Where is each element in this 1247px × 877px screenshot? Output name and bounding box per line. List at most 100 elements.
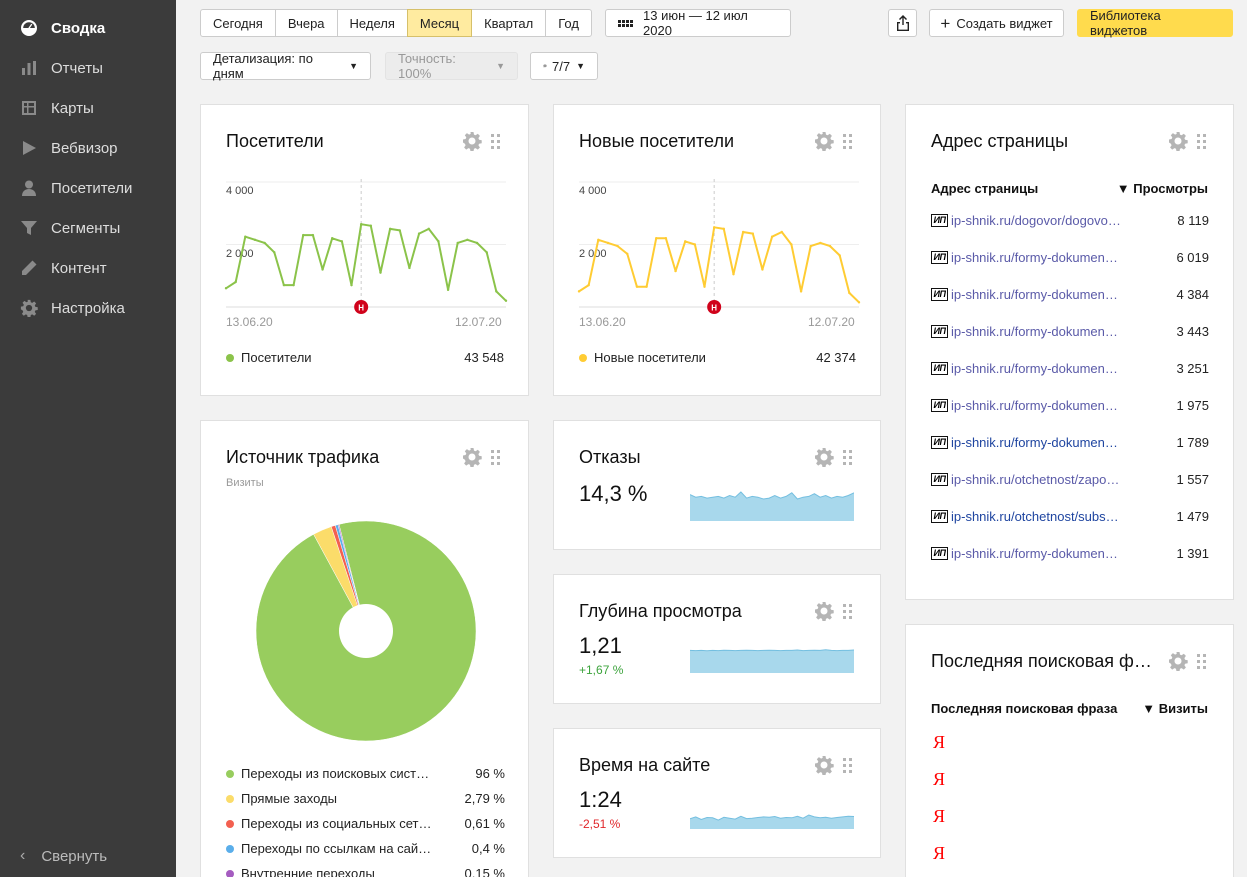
sidebar-item-visitors[interactable]: Посетители — [0, 168, 176, 208]
calendar-icon — [618, 19, 633, 27]
data-point — [597, 238, 600, 242]
list-item[interactable]: Переходы из поисковых сист… 96 % — [226, 766, 505, 781]
data-point — [587, 283, 590, 287]
notes-label: 7/7 — [552, 58, 571, 74]
widget-title: Глубина просмотра — [579, 601, 742, 621]
drag-handle-icon[interactable] — [843, 757, 852, 773]
time-on-site-widget: Время на сайте 1:24 -2,51 % — [553, 728, 881, 858]
y-tick: 4 000 — [226, 185, 254, 197]
table-row[interactable]: ИП ip-shnik.ru/formy-dokumen… 1 789 — [931, 435, 1209, 450]
x-tick-end: 12.07.20 — [808, 315, 855, 329]
sidebar-item-segments[interactable]: Сегменты — [0, 208, 176, 248]
new-visitors-total: 42 374 — [816, 350, 856, 365]
detail-dropdown[interactable]: Детализация: по дням ▼ — [200, 51, 371, 81]
data-point — [799, 290, 803, 293]
period-yesterday-button[interactable]: Вчера — [274, 9, 338, 37]
drag-handle-icon[interactable] — [1197, 133, 1206, 149]
list-item[interactable]: Переходы из социальных сет… 0,61 % — [226, 816, 505, 831]
table-row[interactable]: ИП ip-shnik.ru/formy-dokumen… 4 384 — [931, 287, 1209, 302]
legend-swatch — [226, 844, 234, 853]
gear-icon[interactable] — [462, 131, 482, 151]
gear-icon[interactable] — [814, 601, 834, 621]
gear-icon[interactable] — [462, 447, 482, 467]
site-favicon-icon: ИП — [931, 399, 948, 412]
table-row[interactable]: ИП ip-shnik.ru/formy-dokumen… 3 443 — [931, 324, 1209, 339]
drag-handle-icon[interactable] — [491, 449, 500, 465]
event-marker-label: Н — [711, 304, 717, 313]
period-quarter-button[interactable]: Квартал — [471, 9, 547, 37]
url-link[interactable]: ip-shnik.ru/formy-dokumen… — [951, 435, 1118, 450]
url-link[interactable]: ip-shnik.ru/formy-dokumen… — [951, 546, 1118, 561]
notes-dropdown[interactable]: 7/7 ▼ — [530, 52, 598, 80]
period-month-button[interactable]: Месяц — [406, 9, 473, 37]
data-point — [359, 222, 363, 226]
table-row[interactable]: ИП ip-shnik.ru/formy-dokumen… 6 019 — [931, 250, 1209, 265]
url-link[interactable]: ip-shnik.ru/otchetnost/subs… — [951, 509, 1119, 524]
sidebar-item-webvisor[interactable]: Вебвизор — [0, 128, 176, 168]
period-week-button[interactable]: Неделя — [336, 9, 408, 37]
widget-library-button[interactable]: Библиотека виджетов — [1077, 8, 1233, 38]
table-row[interactable]: ИП ip-shnik.ru/formy-dokumen… 1 975 — [931, 398, 1209, 413]
sidebar-item-maps[interactable]: Карты — [0, 88, 176, 128]
url-link[interactable]: ip-shnik.ru/otchetnost/zapo… — [951, 472, 1120, 487]
list-item[interactable]: Переходы по ссылкам на сай… 0,4 % — [226, 841, 505, 856]
table-row[interactable]: ИП ip-shnik.ru/formy-dokumen… 3 251 — [931, 361, 1209, 376]
table-row[interactable]: ИП ip-shnik.ru/otchetnost/subs… 1 479 — [931, 509, 1209, 524]
yandex-icon: Я — [933, 843, 946, 863]
sidebar-item-settings[interactable]: Настройка — [0, 288, 176, 328]
sparkline-area — [690, 649, 854, 673]
chevron-down-icon: ▼ — [576, 61, 585, 71]
url-link[interactable]: ip-shnik.ru/formy-dokumen… — [951, 324, 1118, 339]
site-favicon-icon: ИП — [931, 325, 948, 338]
bounces-sparkline — [690, 491, 854, 521]
share-button[interactable] — [888, 9, 917, 37]
date-range-button[interactable]: 13 июн — 12 июл 2020 — [605, 8, 791, 38]
data-point — [253, 238, 257, 242]
column-header-visits[interactable]: ▼ Визиты — [1142, 701, 1208, 716]
period-year-button[interactable]: Год — [545, 9, 592, 37]
site-favicon-icon: ИП — [931, 510, 948, 523]
collapse-sidebar-button[interactable]: ‹ Свернуть — [20, 847, 107, 865]
table-row[interactable]: ИП ip-shnik.ru/otchetnost/zapo… 1 557 — [931, 472, 1209, 487]
column-header-views[interactable]: ▼ Просмотры — [1116, 181, 1208, 196]
sidebar-item-content[interactable]: Контент — [0, 248, 176, 288]
list-item[interactable]: Внутренние переходы 0,15 % — [226, 866, 505, 877]
drag-handle-icon[interactable] — [843, 449, 852, 465]
url-link[interactable]: ip-shnik.ru/formy-dokumen… — [951, 398, 1118, 413]
drag-handle-icon[interactable] — [843, 603, 852, 619]
sidebar-item-reports[interactable]: Отчеты — [0, 48, 176, 88]
gear-icon[interactable] — [814, 755, 834, 775]
table-row[interactable]: ИП ip-shnik.ru/formy-dokumen… 1 391 — [931, 546, 1209, 561]
url-link[interactable]: ip-shnik.ru/formy-dokumen… — [951, 361, 1118, 376]
data-point — [741, 230, 745, 234]
list-item[interactable]: Прямые заходы 2,79 % — [226, 791, 505, 806]
gear-icon[interactable] — [814, 131, 834, 151]
url-link[interactable]: ip-shnik.ru/dogovor/dogovo… — [951, 213, 1121, 228]
table-row[interactable]: ИП ip-shnik.ru/dogovor/dogovo… 8 119 — [931, 213, 1209, 228]
series-line — [225, 223, 507, 302]
views-value: 1 789 — [1176, 435, 1209, 450]
data-point — [302, 233, 305, 237]
drag-handle-icon[interactable] — [491, 133, 500, 149]
gear-icon[interactable] — [1168, 131, 1188, 151]
event-marker-icon — [354, 300, 369, 314]
period-today-button[interactable]: Сегодня — [200, 9, 276, 37]
data-point — [408, 266, 411, 270]
drag-handle-icon[interactable] — [1197, 653, 1206, 669]
accuracy-dropdown[interactable]: Точность: 100% ▼ — [385, 51, 518, 81]
bar-chart-icon — [20, 59, 38, 77]
plus-icon: + — [940, 13, 951, 33]
url-link[interactable]: ip-shnik.ru/formy-dokumen… — [951, 287, 1118, 302]
drag-handle-icon[interactable] — [843, 133, 852, 149]
gear-icon[interactable] — [1168, 651, 1188, 671]
data-point — [770, 235, 774, 238]
new-visitors-line-chart: Н — [577, 179, 861, 314]
visitors-widget: Посетители 4 000 2 000 Н 13.06.20 12.07.… — [200, 104, 529, 396]
views-value: 3 251 — [1176, 361, 1209, 376]
views-value: 1 557 — [1176, 472, 1209, 487]
create-widget-button[interactable]: + Создать виджет — [929, 9, 1064, 37]
gear-icon[interactable] — [814, 447, 834, 467]
pie-hole — [339, 604, 393, 658]
sidebar-item-dashboard[interactable]: Сводка — [0, 8, 176, 48]
url-link[interactable]: ip-shnik.ru/formy-dokumen… — [951, 250, 1118, 265]
